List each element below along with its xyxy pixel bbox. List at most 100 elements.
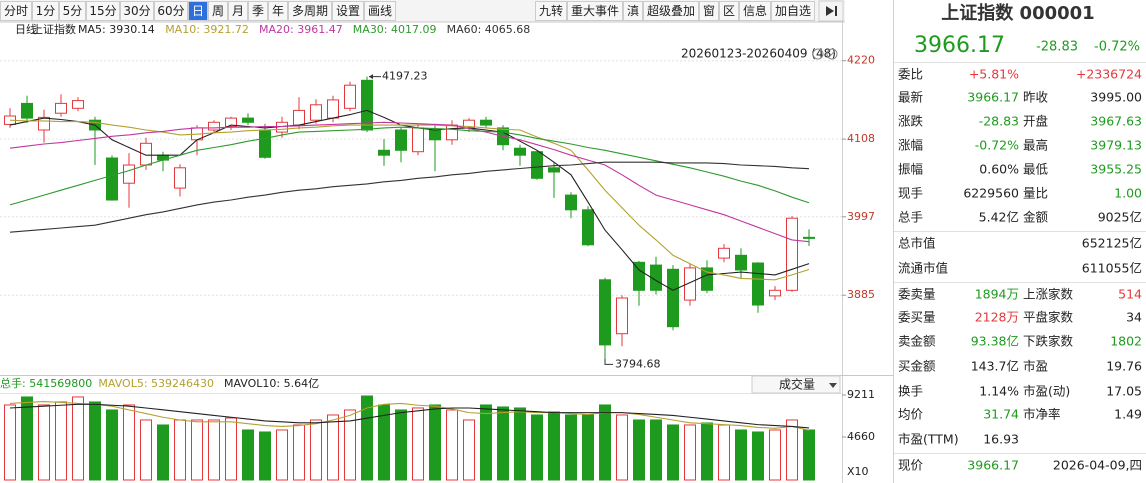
tab-label[interactable]: 年 [272,4,284,18]
tool-button[interactable] [623,1,643,21]
tab[interactable] [268,1,288,21]
candle-body [565,194,577,211]
tool-label[interactable]: 信息 [743,3,767,18]
icon-bar [835,6,837,16]
volume-bar [514,407,526,481]
volume-bar [106,409,118,481]
volume-bar [208,419,220,481]
candle-body [446,124,458,141]
tab-label[interactable]: 画线 [368,4,392,18]
volume-ma-line [9,400,810,431]
candle-body [21,102,33,119]
quote-value: 17.05 [1106,384,1142,399]
quote-value: 5.42亿 [979,210,1019,225]
tab[interactable] [288,1,332,21]
quote-price: 3966.17 [914,33,1005,58]
tool-label[interactable]: 滇 [627,4,639,18]
tab-label[interactable]: 多周期 [292,4,328,18]
volume-bar [4,404,16,481]
tab-label[interactable]: 分时 [4,4,28,18]
volume-bar [89,401,101,481]
tab[interactable] [188,1,208,21]
tool-button[interactable] [535,1,567,21]
tool-label[interactable]: 重大事件 [571,4,619,18]
candle-body [480,119,492,126]
volume-bar [752,431,764,481]
tab[interactable] [86,1,120,21]
volume-bar [55,401,67,481]
candle-body [599,279,611,346]
volume-bar [344,409,356,481]
quote-label: 金额 [1023,210,1049,225]
tool-label[interactable]: 加自选 [775,4,811,18]
volume-bar [582,414,594,481]
tab[interactable] [0,1,32,21]
quote-label: 市净率 [1023,407,1061,422]
volume-bar [361,395,373,481]
tab[interactable] [120,1,154,21]
tab-label[interactable]: 周 [212,4,224,18]
tab[interactable] [154,1,188,21]
volume-bar [140,419,152,481]
tab[interactable] [364,1,396,21]
tab[interactable] [332,1,364,21]
volume-bar [650,419,662,481]
tool-label[interactable]: 区 [723,4,735,18]
tab-label[interactable]: 1分 [36,4,56,18]
candle-body [225,117,237,127]
volume-ma-line [9,403,810,429]
tab[interactable] [228,1,248,21]
tool-button[interactable] [771,1,815,21]
tool-button[interactable] [739,1,771,21]
volume-bar [616,414,628,481]
tab-label[interactable]: 月 [232,4,244,18]
volume-bar [684,424,696,481]
tab-label[interactable]: 5分 [63,4,83,18]
tool-label[interactable]: 窗 [703,4,715,18]
candle-body [735,254,747,271]
tool-button[interactable] [719,1,739,21]
candle-body [531,151,543,179]
quote-label: 昨收 [1023,90,1049,105]
tool-label[interactable]: 超级叠加 [647,3,695,18]
high-label: 4197.23 [382,70,428,83]
quote-label: 最新 [898,90,923,105]
tab[interactable] [59,1,86,21]
tool-button[interactable] [567,1,623,21]
tab-label[interactable]: 15分 [89,4,116,18]
volume-bar [480,404,492,481]
low-label: 3794.68 [615,357,661,370]
tool-button[interactable] [699,1,719,21]
volume-bar [701,422,713,481]
candle-body [55,102,67,114]
quote-value: 3967.63 [1090,114,1142,129]
quote-label: 流通市值 [898,261,948,276]
quote-label: 上涨家数 [1023,287,1074,302]
volume-bar [293,424,305,481]
y-tick-label: 9211 [847,388,875,401]
range-icon[interactable] [826,48,838,60]
legend-entry: MA20: 3961.47 [259,23,343,36]
toolbar-icon[interactable] [818,0,844,22]
range-icon[interactable] [812,48,824,60]
candle-body [310,104,322,121]
quote-label: 委卖量 [898,287,936,302]
tab-label[interactable]: 设置 [336,4,360,18]
volume-selector[interactable]: 成交量 [751,375,841,394]
tab[interactable] [208,1,228,21]
tab-label[interactable]: 30分 [123,4,150,18]
tool-button[interactable] [643,1,699,21]
selector-box[interactable] [751,375,841,394]
candle-body [514,147,526,156]
tab-label[interactable]: 60分 [157,4,184,18]
quote-value: 1.49 [1114,407,1142,422]
quote-change-pct: -0.72% [1094,40,1140,55]
tab-label[interactable]: 日 [192,4,204,18]
tab[interactable] [32,1,59,21]
quote-value: 1802 [1110,334,1142,349]
tab[interactable] [248,1,268,21]
quote-change: -28.83 [1036,40,1078,55]
tool-label[interactable]: 九转 [539,3,563,18]
tab-label[interactable]: 季 [252,4,264,18]
